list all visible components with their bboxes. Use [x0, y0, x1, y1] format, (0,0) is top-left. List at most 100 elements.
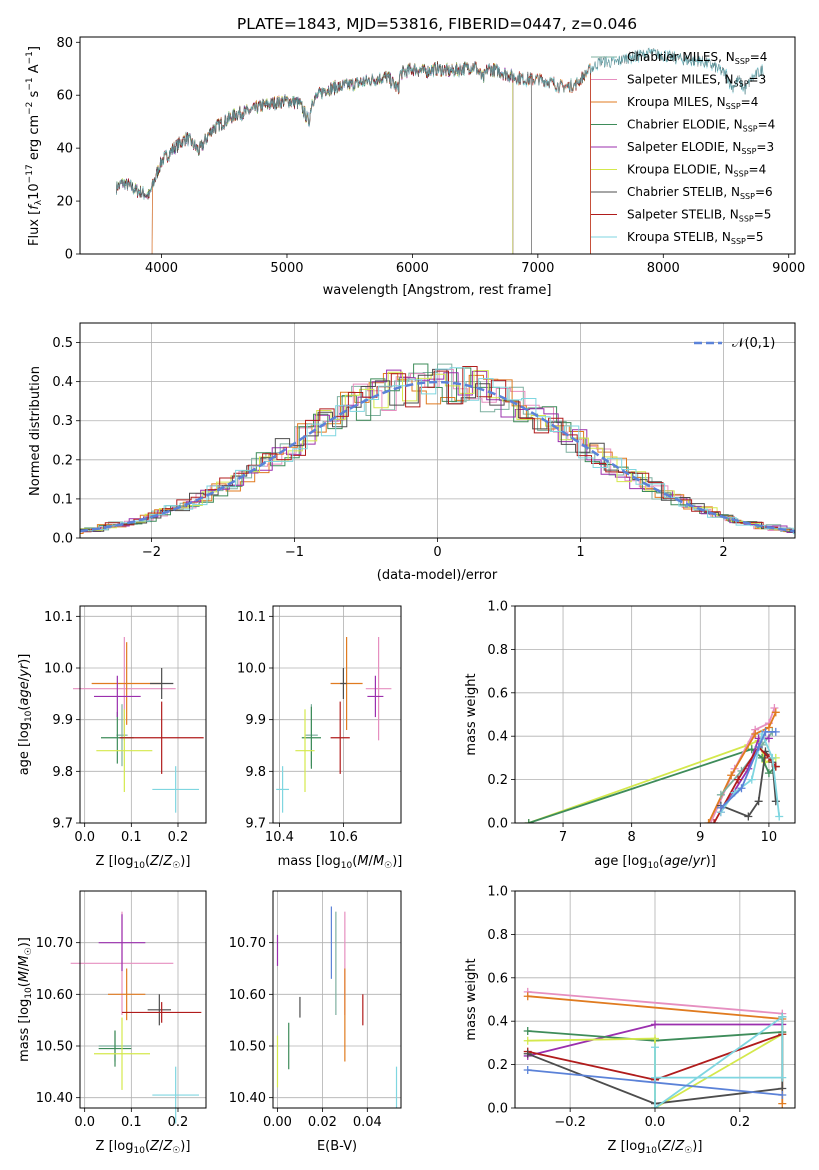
- sfh-marker: [747, 775, 756, 784]
- y-tick-label: 10.0: [237, 662, 266, 677]
- y-axis-label: age [log10(age/yr)]: [17, 654, 34, 776]
- y-axis-label: Normed distribution: [28, 366, 43, 496]
- sfh-marker: [523, 992, 532, 1001]
- y-tick-label: 10.60: [36, 988, 73, 1003]
- y-tick-label: 10.1: [237, 610, 266, 625]
- x-axis-label: (data-model)/error: [377, 568, 498, 583]
- sfh-marker: [754, 797, 763, 806]
- axes-frame: [272, 890, 402, 1109]
- x-tick-label: 1: [576, 545, 584, 560]
- x-tick-label: 2: [719, 545, 727, 560]
- legend-entry: 𝒩(0,1): [732, 336, 775, 351]
- sfh-marker: [651, 1073, 659, 1082]
- y-tick-label: 10.1: [44, 610, 73, 625]
- x-tick-label: −2: [142, 545, 161, 560]
- x-tick-label: 0.2: [730, 1115, 751, 1130]
- y-tick-label: 0.2: [52, 453, 73, 468]
- axes-frame: [79, 322, 796, 539]
- spectrum-panel: 4000 5000 6000 7000 8000 9000 0 20 40 60 80 wavelen…: [25, 36, 805, 298]
- x-tick-label: 0.1: [121, 1115, 142, 1130]
- x-tick-label: 8000: [647, 261, 680, 276]
- errorbars: [70, 911, 202, 1124]
- sfh-marker: [744, 812, 753, 821]
- spectrum-lines: [116, 47, 764, 254]
- axes-frame: [79, 36, 796, 255]
- x-tick-label: 0.02: [308, 1115, 337, 1130]
- histogram-series: [80, 366, 795, 533]
- y-tick-label: 1.0: [487, 885, 508, 900]
- y-tick-label: 0.2: [487, 773, 508, 788]
- y-tick-label: 60: [56, 89, 73, 104]
- y-tick-label: 10.40: [229, 1091, 266, 1106]
- legend-entry: Kroupa MILES, NSSP=4: [627, 95, 758, 111]
- x-tick-label: 10: [761, 830, 778, 845]
- sfh-marker: [651, 1043, 659, 1052]
- sfh-marker: [761, 727, 770, 736]
- y-tick-label: 20: [56, 195, 73, 210]
- sfh-marker: [524, 819, 533, 823]
- figure-title: PLATE=1843, MJD=53816, FIBERID=0447, z=0…: [237, 15, 637, 33]
- y-tick-label: 0.3: [52, 414, 73, 429]
- y-axis-label: Flux [fλ10−17 erg cm−2 s−1 A−1]: [25, 46, 44, 246]
- sfh-marker: [523, 1036, 532, 1045]
- x-tick-label: 7: [559, 830, 567, 845]
- x-axis-label: E(B-V): [317, 1139, 357, 1154]
- legend-entry: Salpeter STELIB, NSSP=5: [627, 208, 771, 224]
- z-age-panel: 0.0 0.1 0.2 9.7 9.8 9.9 10.0 10.1 Z [log10(Z/Z☉)…: [17, 605, 207, 871]
- sfh-marker: [764, 734, 773, 743]
- x-axis-label: age [log10(age/yr)]: [594, 854, 716, 871]
- x-axis-label: Z [log10(Z/Z☉)]: [96, 854, 191, 871]
- sfh-marker: [710, 819, 719, 823]
- sfh-marker: [523, 1026, 532, 1035]
- x-tick-label: 0.1: [121, 830, 142, 845]
- x-tick-label: 0.2: [168, 830, 189, 845]
- y-tick-label: 9.8: [52, 765, 73, 780]
- y-tick-label: 10.50: [229, 1040, 266, 1055]
- sfh-marker: [751, 730, 760, 739]
- y-tick-label: 9.9: [52, 713, 73, 728]
- x-tick-label: 0.0: [74, 830, 95, 845]
- y-tick-label: 9.7: [52, 817, 73, 832]
- sfh-marker: [651, 1020, 659, 1029]
- y-tick-label: 0.4: [52, 375, 73, 390]
- sfh-marker: [778, 1012, 787, 1021]
- legend-entry: Kroupa ELODIE, NSSP=4: [627, 163, 766, 179]
- sfh-line: [527, 991, 783, 1015]
- sfh-marker: [771, 708, 780, 717]
- x-tick-label: −1: [285, 545, 304, 560]
- normal-curve: [80, 380, 795, 533]
- legend: Chabrier MILES, NSSP=4 Salpeter MILES, NS…: [591, 50, 775, 246]
- y-tick-label: 0.4: [487, 730, 508, 745]
- y-tick-label: 0.6: [487, 686, 508, 701]
- y-tick-label: 80: [56, 36, 73, 51]
- y-tick-label: 10.60: [229, 988, 266, 1003]
- y-tick-label: 0.0: [52, 532, 73, 547]
- sfh-marker: [778, 1099, 787, 1108]
- y-tick-label: 10.70: [229, 936, 266, 951]
- axes-frame: [79, 605, 207, 824]
- y-tick-label: 40: [56, 142, 73, 157]
- x-axis-label: mass [log10(M/M☉)]: [278, 854, 403, 871]
- sfh-marker: [716, 803, 725, 812]
- sfh-z-panel: −0.2 0.0 0.2 0.0 0.2 0.4 0.6 0.8 1.0 Z [log10(Z/Z…: [464, 885, 796, 1156]
- y-tick-label: 0.0: [487, 817, 508, 832]
- spectrum-data-line: [116, 47, 764, 199]
- x-tick-label: 6000: [396, 261, 429, 276]
- sfh-marker: [734, 775, 743, 784]
- legend-entry: Chabrier STELIB, NSSP=6: [627, 185, 773, 201]
- axes-frame: [272, 605, 402, 824]
- axes-frame: [514, 605, 796, 824]
- sfh-marker: [771, 797, 780, 806]
- y-tick-label: 0.1: [52, 492, 73, 507]
- errorbars: [276, 637, 392, 813]
- x-tick-label: 10.6: [329, 830, 358, 845]
- axes-frame: [514, 890, 796, 1109]
- x-tick-label: 9: [696, 830, 704, 845]
- y-tick-label: 9.9: [245, 713, 266, 728]
- x-tick-label: 0: [433, 545, 441, 560]
- sfh-marker: [770, 703, 779, 712]
- y-tick-label: 0.8: [487, 928, 508, 943]
- x-axis-label: Z [log10(Z/Z☉)]: [608, 1139, 703, 1156]
- ebv-mass-panel: 0.00 0.02 0.04 10.40 10.50 10.60 10.70 E(B-V): [229, 890, 402, 1154]
- sfh-marker: [778, 1073, 787, 1082]
